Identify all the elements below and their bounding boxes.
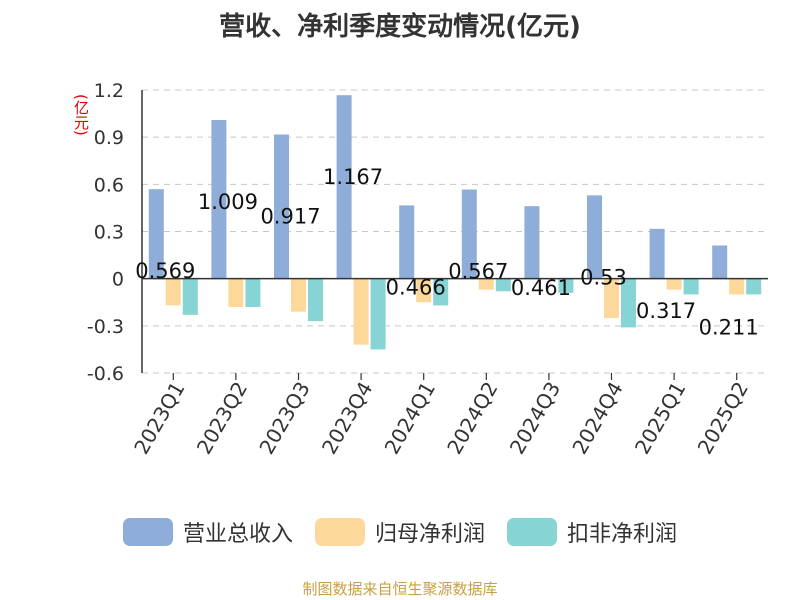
bar (399, 205, 415, 279)
x-tick-label: 2024Q2 (442, 378, 502, 459)
bar (245, 278, 261, 307)
bar (228, 278, 244, 307)
bar (712, 245, 728, 279)
x-tick-label: 2025Q1 (630, 378, 690, 459)
bar (274, 134, 289, 279)
bar (683, 278, 699, 295)
bar (353, 278, 369, 345)
bar (182, 278, 198, 315)
bar (211, 120, 227, 279)
bar (148, 189, 164, 279)
bar (558, 278, 574, 293)
legend: 营业总收入 归母净利润 扣非净利润 (0, 516, 800, 548)
bar (370, 278, 386, 350)
chart-title: 营收、净利季度变动情况(亿元) (219, 12, 581, 42)
y-tick-label: 1.2 (94, 80, 124, 102)
bar (729, 278, 745, 295)
data-label: 0.466 (386, 275, 446, 299)
bar (416, 278, 432, 303)
legend-label-deducted-profit: 扣非净利润 (567, 522, 678, 547)
bar (495, 278, 511, 292)
bar (336, 95, 352, 279)
y-tick-label: -0.3 (87, 316, 124, 338)
x-tick-label: 2023Q2 (192, 378, 252, 459)
bar (666, 278, 682, 290)
y-axis-unit-label: (亿元) (72, 94, 90, 136)
legend-item-net-profit[interactable]: 归母净利润 (314, 516, 485, 548)
x-tick-label: 2025Q2 (693, 378, 753, 459)
x-tick-label: 2024Q4 (567, 378, 627, 459)
bar (433, 278, 449, 306)
x-tick-label: 2024Q3 (505, 378, 565, 459)
data-label: 0.461 (511, 276, 571, 300)
y-tick-label: 0 (112, 269, 124, 291)
bar (461, 189, 477, 279)
legend-swatch-revenue (122, 518, 173, 546)
legend-swatch-deducted-profit (507, 518, 557, 546)
data-label: 1.167 (323, 165, 383, 189)
bar (587, 195, 602, 279)
legend-label-revenue: 营业总收入 (182, 522, 293, 547)
bar (165, 278, 181, 306)
data-label: 0.317 (636, 299, 696, 323)
x-tick-label: 2024Q1 (380, 378, 440, 459)
legend-swatch-net-profit (314, 518, 365, 546)
bar (746, 278, 762, 295)
data-source-note: 制图数据来自恒生聚源数据库 (302, 580, 498, 598)
x-tick-label: 2023Q3 (254, 378, 314, 459)
bar (524, 206, 540, 279)
bar (308, 278, 323, 322)
bar (291, 278, 306, 312)
y-tick-label: 0.9 (94, 127, 124, 149)
bar (621, 278, 636, 328)
legend-item-deducted-profit[interactable]: 扣非净利润 (507, 516, 677, 548)
data-label: 0.569 (135, 259, 195, 283)
bars (148, 95, 762, 350)
x-tick-label: 2023Q1 (129, 378, 189, 459)
y-tick-label: 0.3 (94, 222, 124, 244)
bar (478, 278, 494, 290)
data-label: 0.917 (260, 204, 320, 228)
bar (604, 278, 619, 318)
legend-item-revenue[interactable]: 营业总收入 (122, 516, 293, 548)
data-label: 0.53 (580, 265, 627, 289)
data-label: 0.567 (448, 260, 508, 284)
x-tick-label: 2023Q4 (317, 378, 377, 459)
data-label: 0.211 (699, 315, 759, 339)
y-tick-label: 0.6 (94, 174, 124, 196)
grid-lines (142, 89, 768, 374)
data-label: 1.009 (198, 190, 258, 214)
legend-label-net-profit: 归母净利润 (374, 522, 485, 547)
y-tick-label: -0.6 (87, 363, 124, 385)
bar (649, 228, 665, 279)
